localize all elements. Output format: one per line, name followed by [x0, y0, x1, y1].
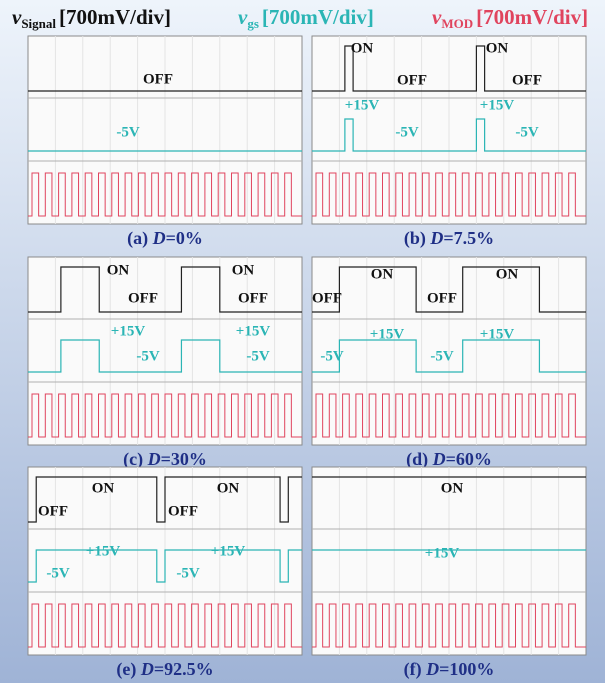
caption-symbol: D: [432, 449, 446, 469]
signal-label: OFF: [427, 290, 457, 306]
panel-caption: (a) D=0%: [127, 228, 203, 249]
signal-label: ON: [486, 40, 509, 56]
gs-label: -5V: [176, 565, 199, 581]
scope-panel: OFF -5V: [28, 36, 302, 224]
caption-symbol: D: [425, 659, 439, 679]
scope-panel: ON ON OFF OFF +15V +15V -5V -5V: [28, 257, 302, 445]
gs-label: +15V: [425, 545, 460, 561]
signal-label: OFF: [38, 503, 68, 519]
figure: vSignal[700mV/div] vgs[700mV/div] vMOD[7…: [0, 0, 605, 683]
caption-value: =0%: [166, 228, 203, 248]
gs-label: +15V: [111, 323, 146, 339]
caption-symbol: D: [429, 228, 443, 248]
signal-label: OFF: [143, 71, 173, 87]
signal-label: OFF: [168, 503, 198, 519]
caption-value: =92.5%: [154, 659, 214, 679]
scope-panel: ON ON OFF OFF -5V +15V -5V +15V: [312, 257, 586, 445]
caption-symbol: D: [152, 228, 166, 248]
signal-label: OFF: [128, 290, 158, 306]
signal-label: OFF: [312, 290, 342, 306]
gs-label: -5V: [515, 124, 538, 140]
signal-label: OFF: [397, 72, 427, 88]
gs-label: +15V: [86, 543, 121, 559]
signal-label: OFF: [512, 72, 542, 88]
gs-label: +15V: [211, 543, 246, 559]
caption-symbol: D: [140, 659, 154, 679]
gs-label: -5V: [46, 565, 69, 581]
gs-label: -5V: [320, 348, 343, 364]
gs-label: +15V: [345, 97, 380, 113]
gs-label: -5V: [430, 348, 453, 364]
gs-label: +15V: [236, 323, 271, 339]
gs-label: +15V: [370, 326, 405, 342]
signal-label: ON: [371, 266, 394, 282]
caption-letter: (b): [404, 228, 431, 249]
panel-caption: (e) D=92.5%: [116, 659, 213, 680]
caption-letter: (f): [404, 659, 426, 680]
gs-label: +15V: [480, 97, 515, 113]
gs-label: -5V: [116, 124, 139, 140]
signal-label: ON: [496, 266, 519, 282]
signal-label: ON: [351, 40, 374, 56]
gs-label: -5V: [246, 348, 269, 364]
signal-label: ON: [217, 480, 240, 496]
signal-label: OFF: [238, 290, 268, 306]
caption-letter: (a): [127, 228, 153, 249]
scope-panel: ON ON OFF OFF +15V +15V -5V -5V: [28, 467, 302, 655]
signal-label: ON: [92, 480, 115, 496]
gs-label: +15V: [480, 326, 515, 342]
caption-value: =100%: [439, 659, 494, 679]
caption-value: =7.5%: [443, 228, 494, 248]
signal-label: ON: [441, 480, 464, 496]
signal-label: ON: [107, 262, 130, 278]
signal-label: ON: [232, 262, 255, 278]
panel-caption: (f) D=100%: [404, 659, 495, 680]
gs-label: -5V: [136, 348, 159, 364]
scope-panel: ON +15V: [312, 467, 586, 655]
caption-value: =60%: [446, 449, 492, 469]
caption-letter: (e): [116, 659, 140, 680]
caption-value: =30%: [161, 449, 207, 469]
gs-label: -5V: [395, 124, 418, 140]
panel-caption: (b) D=7.5%: [404, 228, 494, 249]
caption-symbol: D: [147, 449, 161, 469]
